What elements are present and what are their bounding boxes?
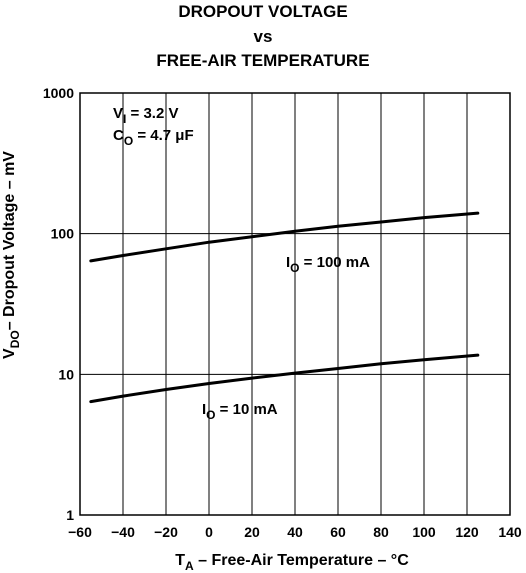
chart-title-line-1: DROPOUT VOLTAGE <box>178 2 348 21</box>
x-tick-label: −40 <box>111 524 135 540</box>
x-tick-label: 80 <box>373 524 389 540</box>
series-label-1: IO = 100 mA <box>286 254 370 275</box>
x-tick-label: −20 <box>154 524 178 540</box>
x-tick-labels: −60 −40 −20 0 20 40 60 80 100 120 140 <box>68 524 522 540</box>
x-axis-label: TA – Free-Air Temperature – °C <box>175 552 409 573</box>
x-tick-label: −60 <box>68 524 92 540</box>
annotations: VI = 3.2 VCO = 4.7 μF IO = 100 mA IO = 10 … <box>113 105 370 422</box>
y-tick-labels: 1 10 100 1000 <box>43 85 74 523</box>
x-tick-label: 140 <box>498 524 522 540</box>
x-tick-label: 0 <box>205 524 213 540</box>
chart-title-line-2: vs <box>253 27 273 46</box>
chart-title-line-3: FREE-AIR TEMPERATURE <box>156 51 370 70</box>
plot-frame <box>79 92 511 516</box>
x-tick-label: 120 <box>455 524 479 540</box>
x-tick-label: 40 <box>287 524 303 540</box>
y-tick-label: 100 <box>51 226 75 242</box>
data-series <box>89 211 480 404</box>
y-tick-label: 10 <box>58 366 74 382</box>
x-tick-label: 100 <box>412 524 436 540</box>
grid-lines <box>80 93 510 515</box>
condition-label-1: VI = 3.2 V <box>113 105 178 126</box>
series-line-1 <box>89 211 480 263</box>
y-tick-label: 1 <box>66 507 74 523</box>
series-label-2: IO = 10 mA <box>202 401 278 422</box>
x-tick-label: 20 <box>244 524 260 540</box>
y-axis-label: VDO– Dropout Voltage – mV <box>1 151 22 359</box>
x-tick-label: 60 <box>330 524 346 540</box>
series-line-2 <box>89 353 480 404</box>
y-tick-label: 1000 <box>43 85 74 101</box>
condition-label-2: CO = 4.7 μF <box>113 127 194 148</box>
